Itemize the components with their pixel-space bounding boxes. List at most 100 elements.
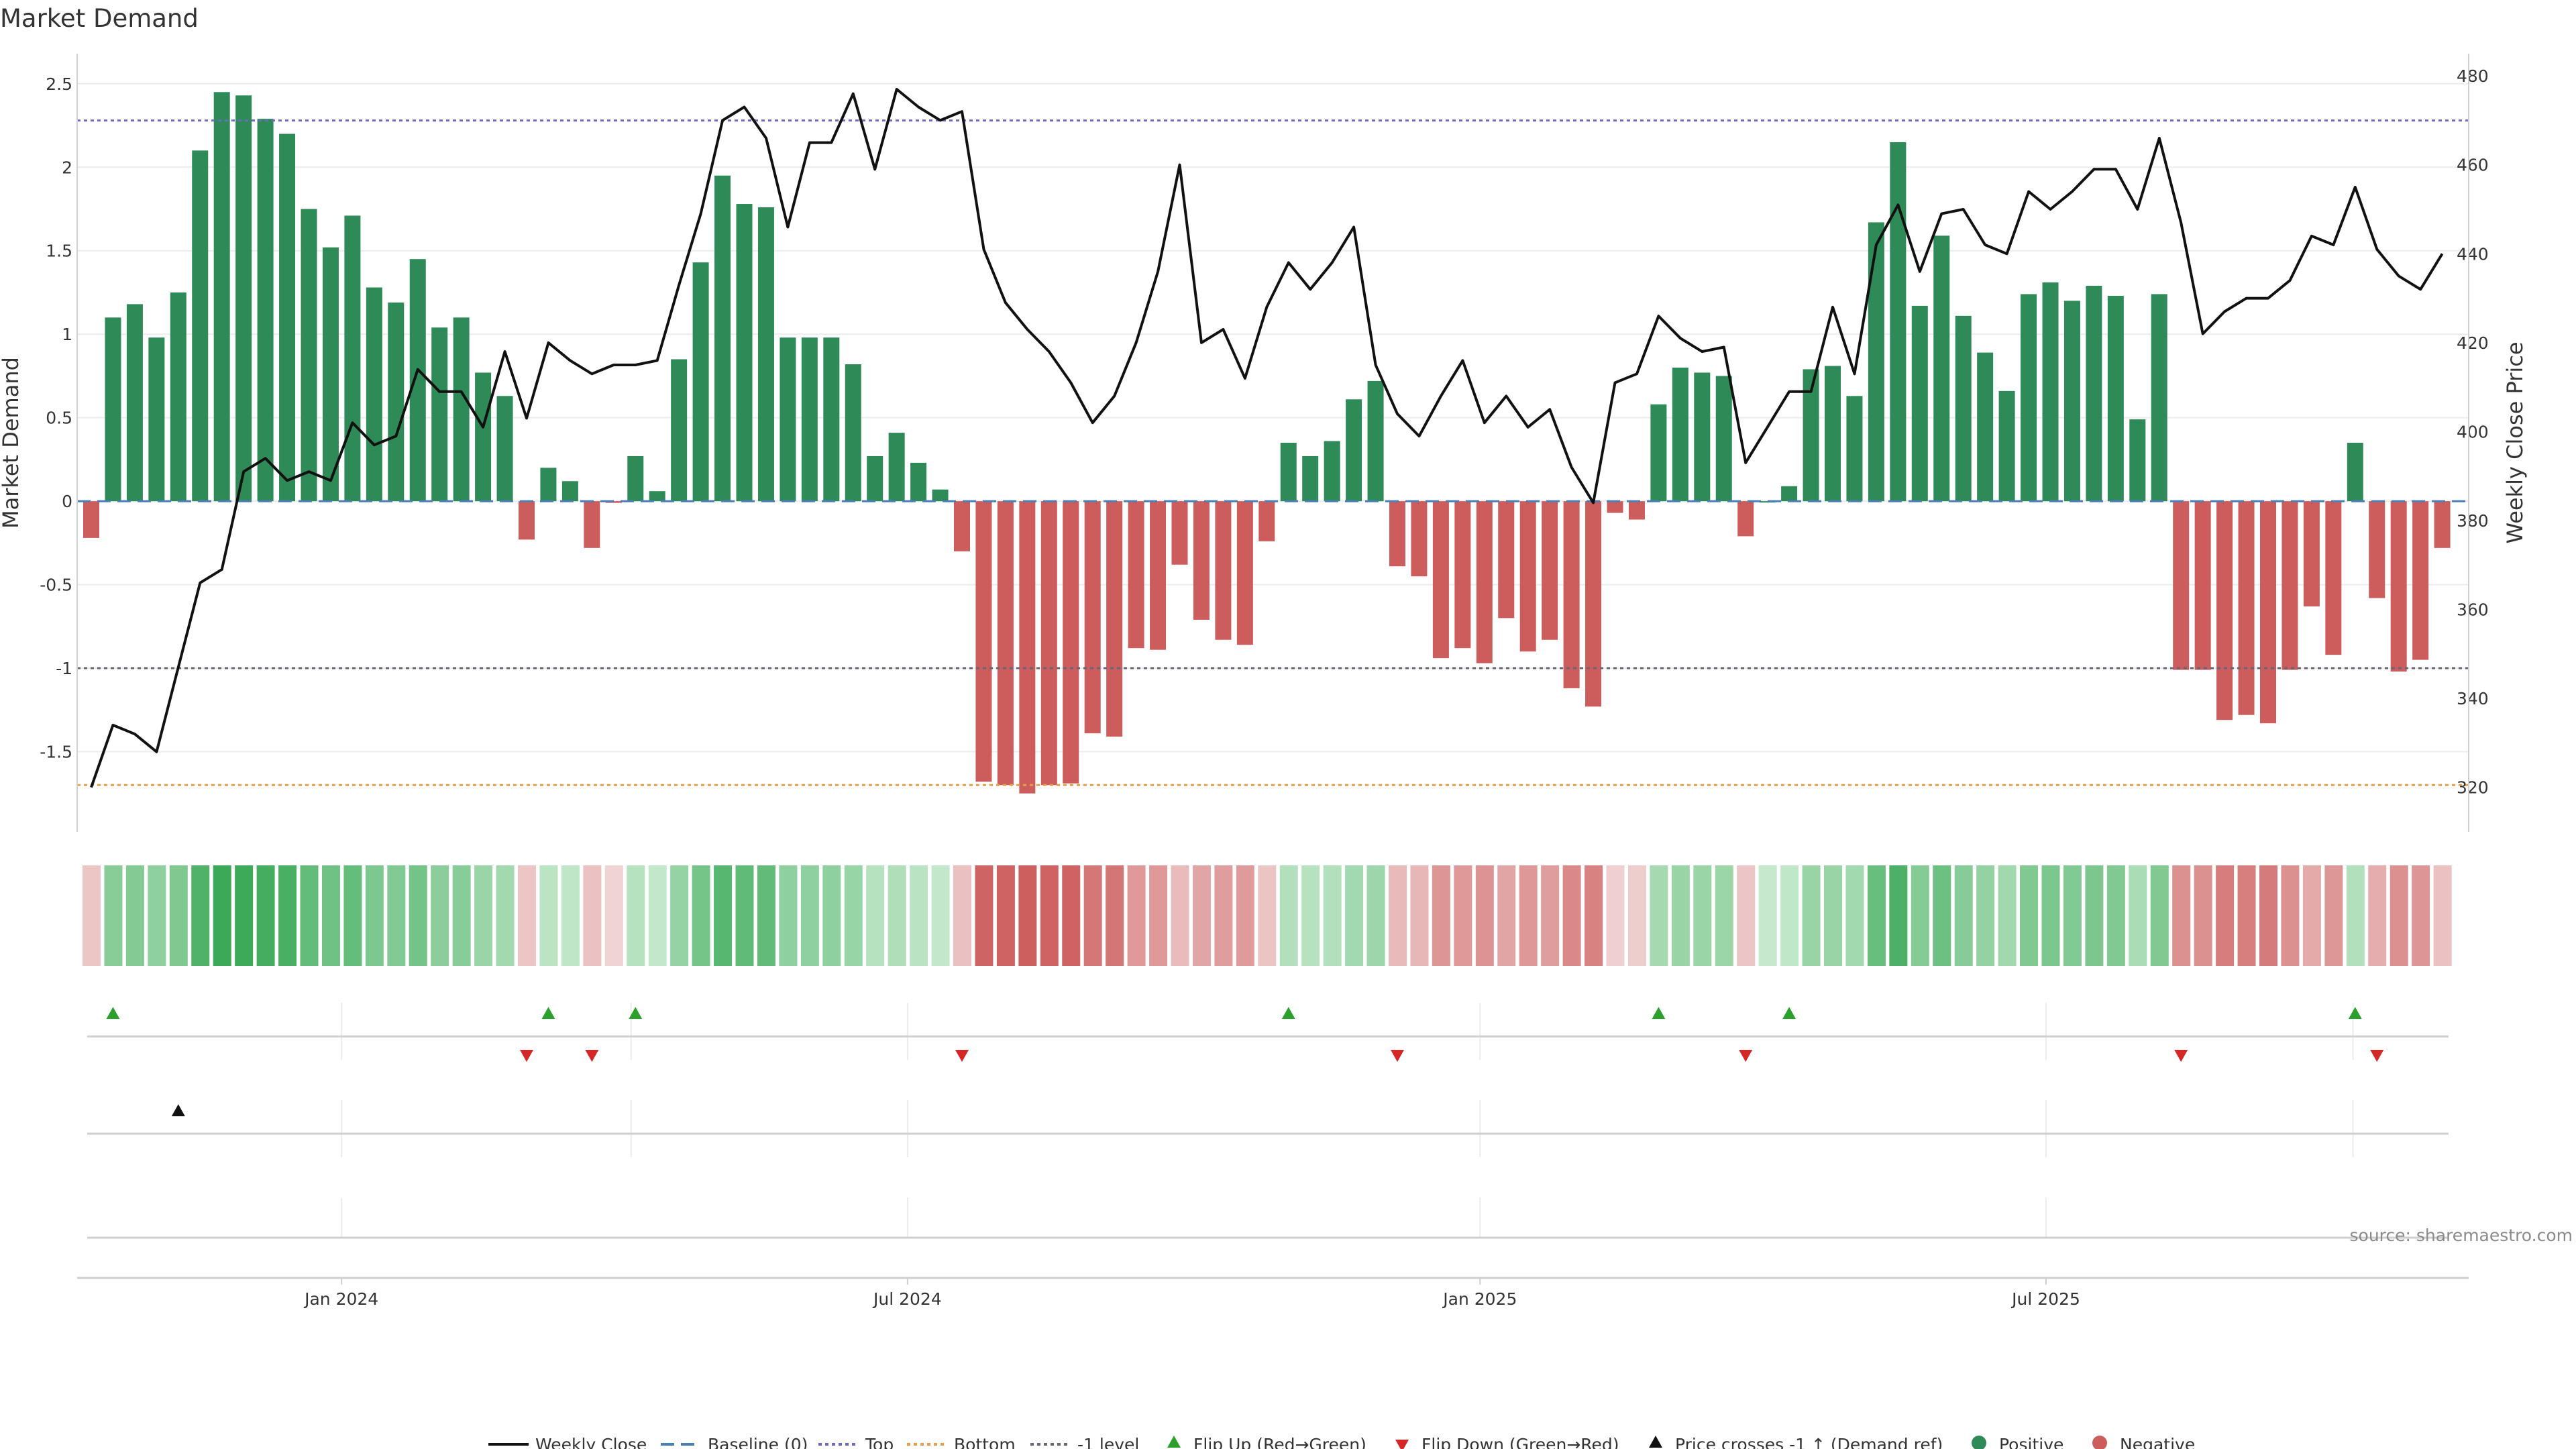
- heat-cell: [757, 865, 775, 966]
- demand-bar-positive: [257, 119, 274, 502]
- heat-cell: [692, 865, 710, 966]
- heat-cell: [2346, 865, 2365, 966]
- demand-bar-positive: [2042, 282, 2059, 502]
- demand-bar-positive: [475, 372, 492, 502]
- demand-bar-negative: [1215, 501, 1232, 640]
- heat-cell: [670, 865, 689, 966]
- y2-tick-label: 380: [2457, 511, 2489, 531]
- demand-bar-positive: [1302, 455, 1319, 502]
- heat-cell: [1171, 865, 1189, 966]
- demand-bar-negative: [2390, 501, 2407, 672]
- legend-label: Flip Down (Green→Red): [1421, 1435, 1619, 1449]
- demand-bar-positive: [235, 95, 252, 502]
- heat-cell: [627, 865, 645, 966]
- heat-cell: [125, 865, 144, 966]
- legend-label: Flip Up (Red→Green): [1193, 1435, 1366, 1449]
- heat-cell: [1214, 865, 1233, 966]
- heat-cell: [1389, 865, 1407, 966]
- heat-cell: [1541, 865, 1560, 966]
- heat-cell: [844, 865, 863, 966]
- demand-bar-positive: [692, 262, 709, 502]
- heat-cell: [1040, 865, 1059, 966]
- heat-cell: [518, 865, 536, 966]
- legend-label: -1 level: [1077, 1435, 1139, 1449]
- legend-item: Price crosses -1 ↑ (Demand ref): [1649, 1435, 1943, 1449]
- heat-cell: [866, 865, 885, 966]
- demand-bar-positive: [279, 133, 296, 502]
- heat-cell: [822, 865, 841, 966]
- heat-cell: [2041, 865, 2060, 966]
- demand-bar-positive: [148, 337, 165, 502]
- demand-bar-positive: [2107, 295, 2124, 502]
- demand-bar-positive: [1650, 404, 1667, 502]
- y-tick-label: -1.5: [40, 743, 72, 762]
- heat-cell: [1627, 865, 1646, 966]
- heat-cell: [1998, 865, 2017, 966]
- demand-bar-positive: [1324, 441, 1340, 502]
- demand-bar-negative: [1607, 501, 1623, 513]
- heat-cell: [1715, 865, 1733, 966]
- demand-bar-negative: [2238, 501, 2255, 715]
- legend-swatch-cross-up: [1649, 1436, 1662, 1448]
- heat-cell: [2412, 865, 2430, 966]
- demand-bar-negative: [1411, 501, 1428, 577]
- demand-bar-positive: [1977, 352, 1994, 502]
- heat-cell: [1236, 865, 1254, 966]
- demand-bar-negative: [1737, 501, 1754, 537]
- legend-label: Positive: [1999, 1435, 2063, 1449]
- axes: 2.5 2 1.5 1 0.5 0 -0.5 -1 -1.5 480 460 440 420 400 380…: [40, 54, 2489, 832]
- y2-tick-label: 460: [2457, 156, 2489, 175]
- heat-cell: [2194, 865, 2212, 966]
- demand-bar-negative: [1432, 501, 1449, 659]
- demand-bars: [83, 92, 2451, 794]
- heat-cell: [365, 865, 384, 966]
- demand-bar-positive: [910, 462, 927, 502]
- heat-cell: [2237, 865, 2256, 966]
- demand-heat-strip: [83, 865, 2452, 966]
- legend-item: Flip Up (Red→Green): [1167, 1435, 1366, 1449]
- demand-bar-positive: [1672, 367, 1688, 502]
- demand-bar-positive: [1694, 372, 1711, 502]
- demand-bar-positive: [888, 433, 905, 502]
- heat-cell: [1671, 865, 1690, 966]
- demand-bar-positive: [714, 175, 731, 502]
- heat-cell: [191, 865, 210, 966]
- demand-bar-positive: [2347, 443, 2363, 502]
- demand-bar-positive: [192, 150, 209, 502]
- demand-bar-negative: [1258, 501, 1275, 541]
- heat-cell: [1737, 865, 1756, 966]
- demand-bar-positive: [366, 287, 382, 502]
- flip-down-marker: [955, 1050, 969, 1062]
- demand-bar-positive: [1911, 305, 1928, 502]
- demand-bar-negative: [2325, 501, 2342, 655]
- heat-cell: [910, 865, 928, 966]
- y-tick-label: 2: [62, 158, 72, 177]
- demand-bar-positive: [431, 327, 448, 502]
- demand-bar-positive: [1868, 222, 1884, 502]
- demand-bar-negative: [1519, 501, 1536, 652]
- flip-down-marker: [1739, 1050, 1753, 1062]
- heat-cell: [2106, 865, 2125, 966]
- demand-bar-negative: [1019, 501, 1036, 794]
- demand-bar-negative: [1150, 501, 1167, 650]
- demand-bar-positive: [1933, 235, 1950, 502]
- flip-down-marker: [2174, 1050, 2188, 1062]
- heat-cell: [1976, 865, 1995, 966]
- heat-cell: [539, 865, 558, 966]
- demand-bar-positive: [649, 491, 665, 502]
- x-tick-label: Jul 2025: [2010, 1289, 2080, 1309]
- y2-tick-label: 320: [2457, 778, 2489, 798]
- demand-bar-negative: [1128, 501, 1144, 649]
- y-axis-title: Market Demand: [0, 357, 23, 529]
- heat-cell: [779, 865, 798, 966]
- legend-label: Price crosses -1 ↑ (Demand ref): [1675, 1435, 1943, 1449]
- heat-cell: [1824, 865, 1842, 966]
- demand-bar-positive: [1781, 486, 1798, 502]
- demand-bar-positive: [453, 317, 470, 502]
- heat-cell: [300, 865, 319, 966]
- legend-label: Top: [865, 1435, 894, 1449]
- heat-cell: [648, 865, 667, 966]
- heat-cell: [1454, 865, 1472, 966]
- demand-bar-positive: [1825, 366, 1841, 502]
